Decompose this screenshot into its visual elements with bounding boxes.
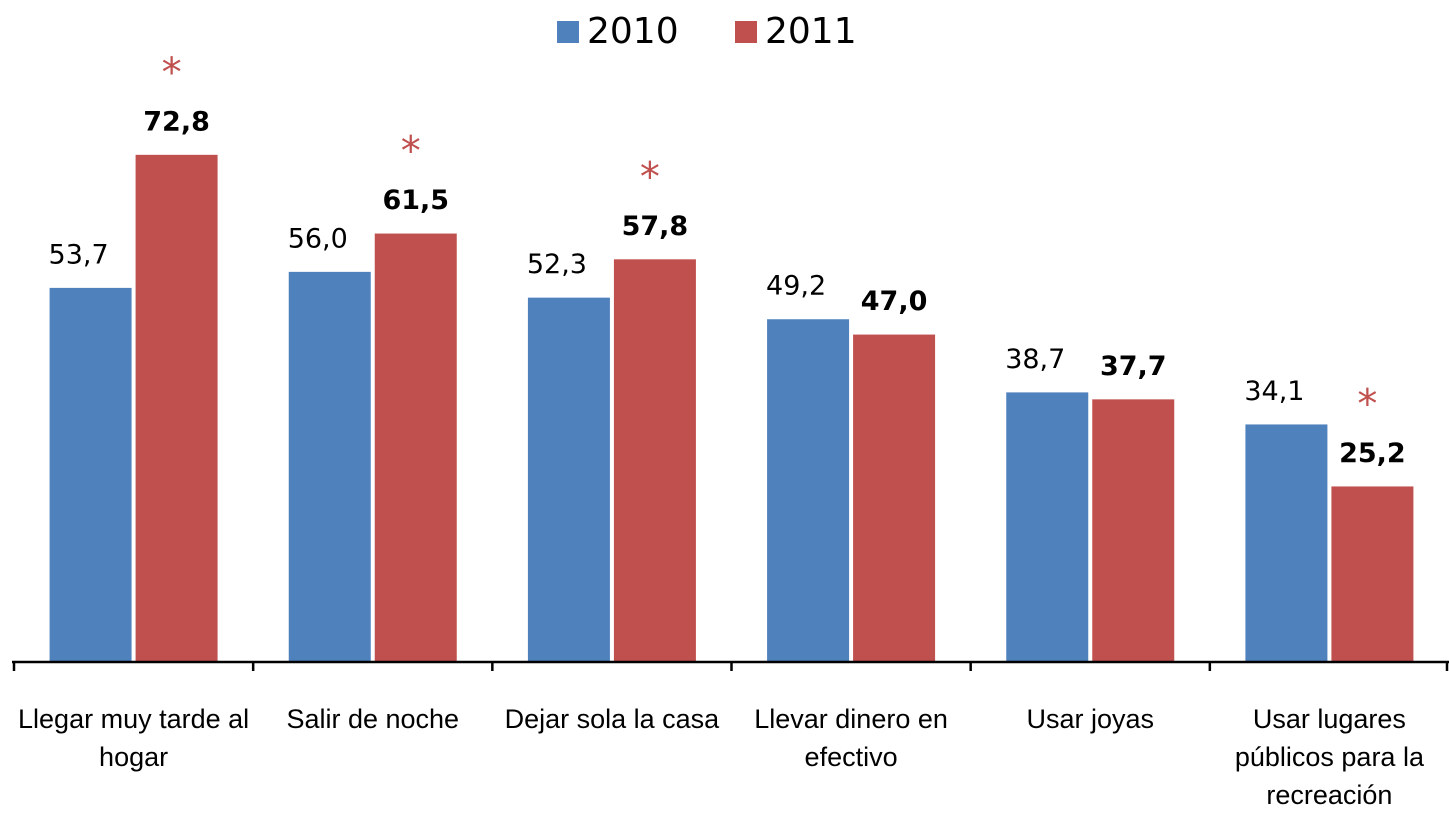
bar [1331,486,1414,662]
value-label: 47,0 [861,286,928,317]
bar [49,287,132,662]
bar [853,334,936,662]
legend-swatch [557,21,579,43]
annotation: * [162,50,182,96]
value-label: 72,8 [143,106,210,137]
value-label: 34,1 [1244,376,1304,407]
value-label: 37,7 [1100,351,1167,382]
bar [1245,424,1328,662]
annotation: * [401,129,421,175]
x-tick-label: Usar joyas [1026,704,1155,734]
bar [135,154,218,662]
bar [767,319,850,662]
legend-label: 2011 [765,11,857,52]
legend-swatch [735,21,757,43]
annotation: * [1357,381,1377,427]
x-tick-label: Llevar dinero en efectivo [754,704,948,772]
x-tick-label: Dejar sola la casa [504,704,720,734]
value-label: 57,8 [622,211,689,242]
bar [288,271,371,662]
annotation: * [640,154,660,200]
value-label: 38,7 [1005,344,1065,375]
bar [613,259,696,662]
value-label: 25,2 [1339,438,1406,469]
value-label: 61,5 [382,185,449,216]
x-tick-label: Usar lugares públicos para la recreación [1234,704,1424,810]
value-label: 52,3 [527,249,587,280]
bar [1092,399,1175,662]
value-label: 56,0 [288,223,348,254]
bar [527,297,610,662]
x-tick-label: Salir de noche [286,704,460,734]
bar [1006,392,1089,662]
bar [374,233,457,663]
x-tick-label: Llegar muy tarde al hogar [18,704,250,772]
legend-label: 2010 [587,11,679,52]
value-label: 53,7 [49,239,109,270]
value-label: 49,2 [766,271,826,302]
